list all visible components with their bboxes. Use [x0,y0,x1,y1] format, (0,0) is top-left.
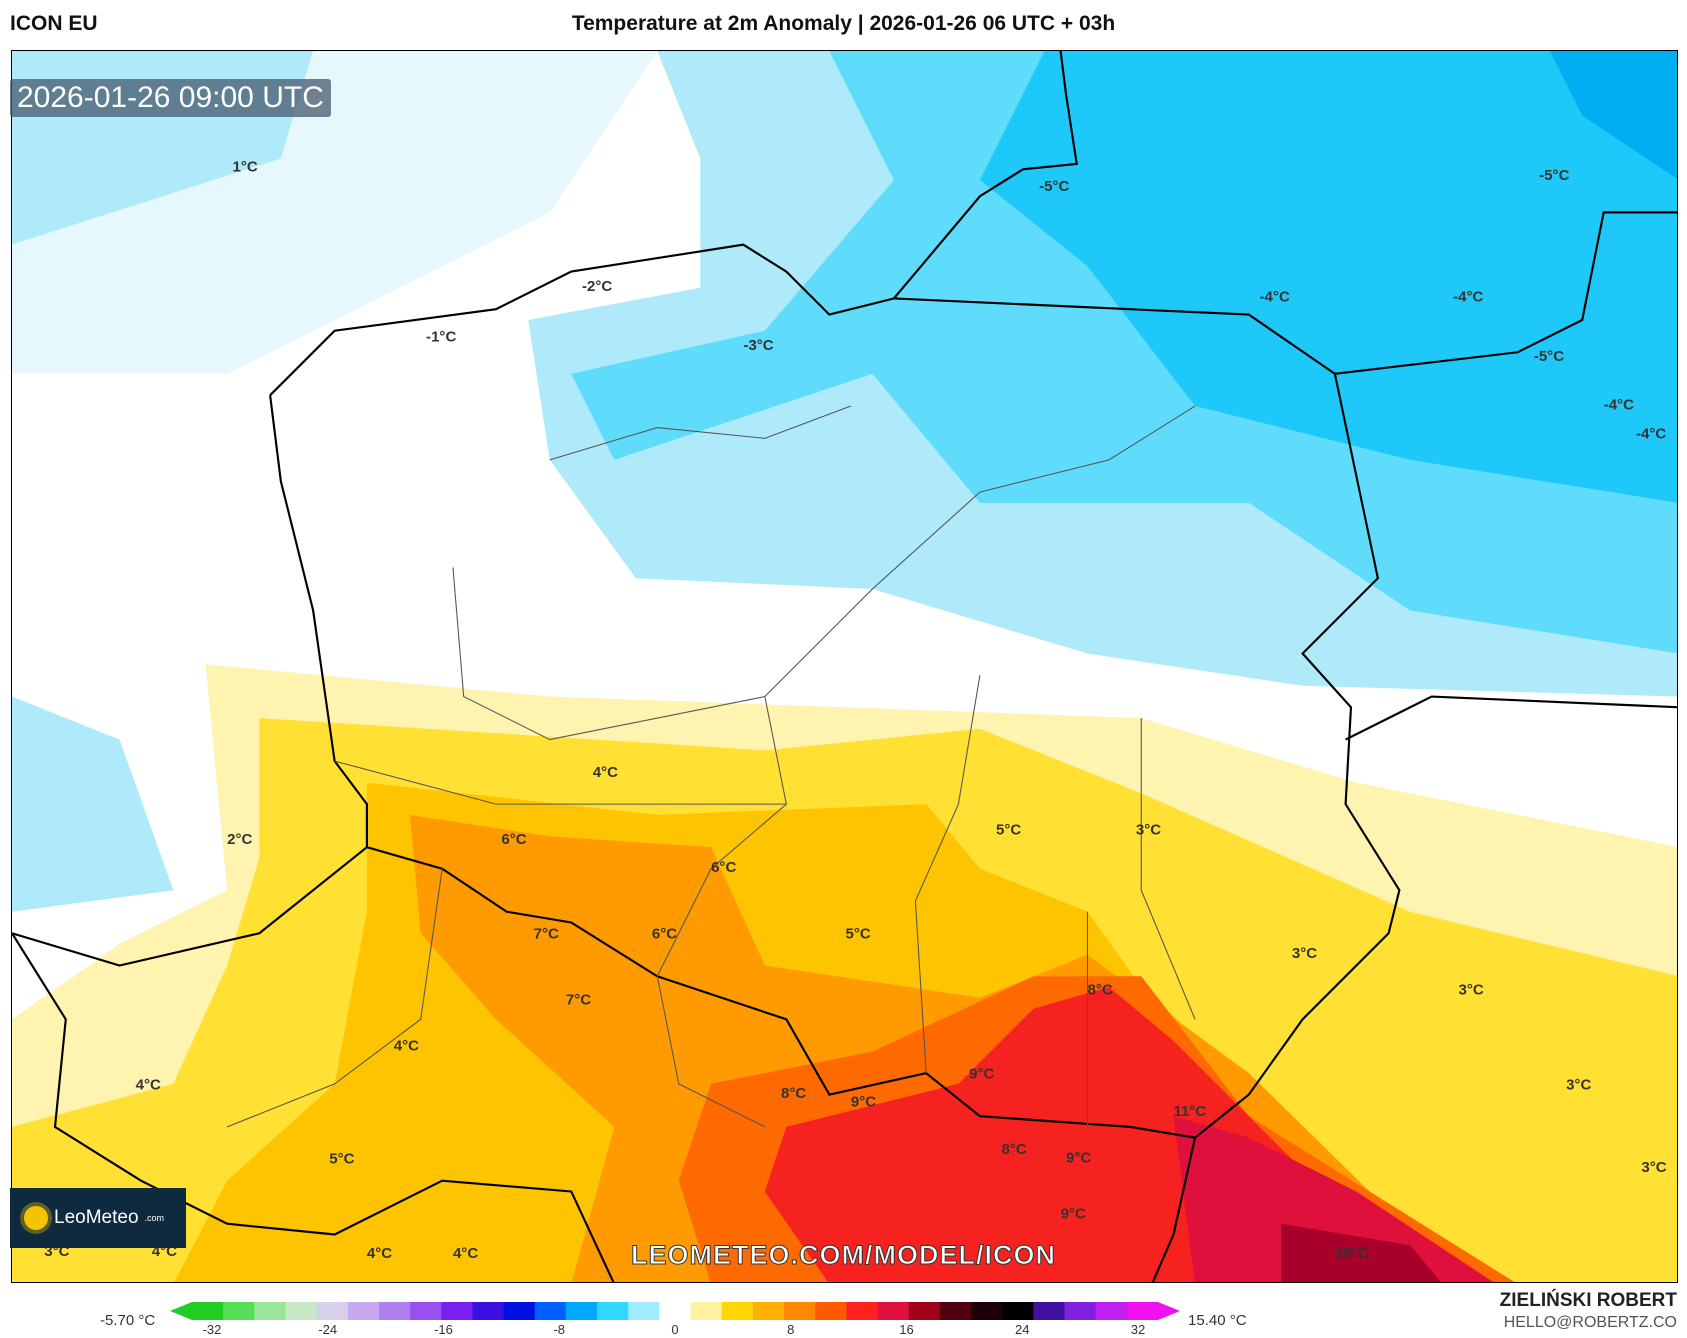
colorbar-swatch [659,1302,692,1320]
author-email: HELLO@ROBERTZ.CO [1503,1314,1677,1331]
author-name: ZIELIŃSKI ROBERT [1499,1290,1677,1311]
colorbar-tick: -8 [553,1322,566,1337]
logo-suffix: .com [144,1213,165,1223]
colorbar-swatch [410,1302,442,1320]
colorbar-swatch [939,1302,972,1320]
temperature-label: 4°C [593,764,618,781]
temperature-label: -5°C [1539,167,1569,184]
colorbar-swatch [192,1302,224,1320]
valid-time-stamp: 2026-01-26 09:00 UTC [10,79,331,117]
watermark: LEOMETEO.COM/MODEL/ICON [631,1240,1056,1271]
colorbar-swatch [1064,1302,1097,1320]
temperature-label: 3°C [1459,982,1484,999]
colorbar-swatch [441,1302,473,1320]
colorbar-min-label: -5.70 °C [100,1312,156,1329]
colorbar-swatch [347,1302,380,1320]
temperature-label: -4°C [1636,425,1666,442]
model-name: ICON EU [10,12,98,35]
colorbar-swatch [721,1302,754,1320]
temperature-label: -5°C [1039,178,1069,195]
temperature-label: 3°C [1292,945,1317,962]
colorbar-swatch [1095,1302,1128,1320]
colorbar-swatch [503,1302,536,1320]
chart-title: Temperature at 2m Anomaly | 2026-01-26 0… [571,12,1116,35]
colorbar-tick: -16 [434,1322,453,1337]
colorbar-swatch [472,1302,505,1320]
temperature-label: 6°C [652,926,677,943]
temperature-label: 8°C [1087,982,1112,999]
logo-brand: LeoMeteo [54,1207,139,1228]
colorbar-swatch [1126,1302,1159,1320]
temperature-label: 8°C [1001,1141,1026,1158]
temperature-label: 7°C [566,991,591,1008]
temperature-label: -2°C [582,278,612,295]
temperature-label: 9°C [969,1065,994,1082]
temperature-label: 5°C [996,821,1021,838]
temperature-label: 15°C [1335,1245,1369,1262]
colorbar-swatch [597,1302,629,1320]
temperature-label: 4°C [367,1245,392,1262]
colorbar-tick: -24 [318,1322,338,1337]
temperature-label: 9°C [1061,1205,1086,1222]
colorbar-tick: 0 [671,1322,679,1337]
temperature-label: 4°C [394,1038,419,1055]
colorbar-tick: 8 [787,1322,795,1337]
temperature-label: 6°C [501,831,526,848]
colorbar-swatch [971,1302,1003,1320]
temperature-label: -4°C [1260,289,1290,306]
colorbar-swatch [223,1302,255,1320]
temperature-label: 11°C [1174,1103,1207,1120]
temperature-label: 8°C [781,1085,806,1102]
temperature-label: 5°C [329,1150,354,1167]
colorbar-min-arrow [170,1302,192,1320]
temperature-label: 4°C [453,1245,478,1262]
temperature-label: 6°C [711,859,736,876]
country-borders [12,51,1677,1282]
region-borders [226,405,1196,1128]
temperature-label: -5°C [1534,348,1564,365]
temperature-label: 2°C [227,831,252,848]
colorbar-swatch [378,1302,411,1320]
temperature-label: 5°C [846,926,871,943]
colorbar-swatch [846,1302,879,1320]
temperature-anomaly-map[interactable]: 1°C -2°C -1°C -3°C -5°C -5°C -4°C -4°C -5°C -4°C -… [11,50,1678,1283]
temperature-label: -3°C [743,337,773,354]
colorbar-swatch [254,1302,286,1320]
colorbar-tick: -32 [202,1322,222,1337]
temperature-label: 9°C [1066,1149,1091,1166]
colorbar-max-label: 15.40 °C [1188,1312,1247,1329]
temperature-label: 3°C [1566,1076,1591,1093]
colorbar-tick: 24 [1015,1322,1030,1337]
sun-icon [24,1206,48,1230]
colorbar-swatch [534,1302,567,1320]
colorbar-swatch [784,1302,816,1320]
temperature-label: 1°C [232,159,257,176]
temperature-label: -4°C [1604,396,1634,413]
temperature-label: 4°C [136,1076,161,1093]
colorbar-swatch [285,1302,318,1320]
colorbar-swatch [316,1302,349,1320]
colorbar-swatch [1033,1302,1066,1320]
leometeo-logo[interactable]: LeoMeteo .com [10,1188,186,1248]
colorbar-swatch [690,1302,723,1320]
temperature-label: 3°C [1136,821,1161,838]
temperature-label: -4°C [1453,289,1483,306]
colorbar-swatch [628,1302,660,1320]
temperature-label: 7°C [534,926,559,943]
map-layer: 1°C-2°C-1°C-3°C-5°C-5°C-4°C -4°C-5°C-4°C-… [12,51,1677,1282]
temperature-label: 3°C [1641,1159,1666,1176]
colorbar [170,1302,1180,1320]
colorbar-swatch [877,1302,910,1320]
colorbar-max-arrow [1158,1302,1180,1320]
temperature-label: -1°C [426,328,456,345]
colorbar-tick: 16 [899,1322,914,1337]
temperature-label: 9°C [851,1093,876,1110]
colorbar-swatch [1002,1302,1034,1320]
colorbar-swatch [908,1302,941,1320]
colorbar-tick: 32 [1130,1322,1146,1337]
colorbar-swatch [565,1302,598,1320]
colorbar-swatch [752,1302,785,1320]
colorbar-swatch [815,1302,847,1320]
